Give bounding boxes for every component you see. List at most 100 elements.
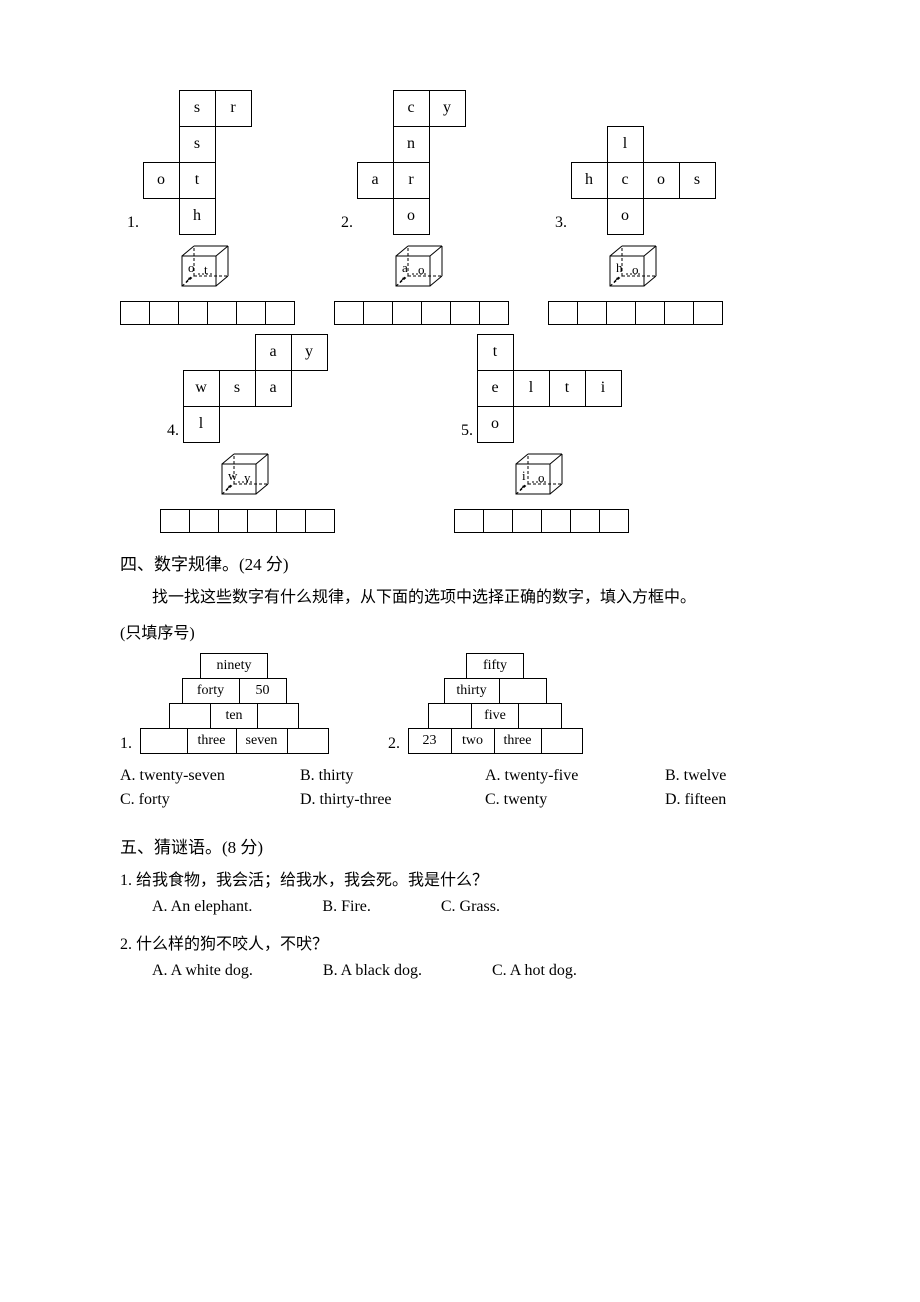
- answer-cell[interactable]: [236, 301, 266, 325]
- cross-cell[interactable]: y: [291, 334, 328, 371]
- answer-cell[interactable]: [606, 301, 636, 325]
- pyramid-cell[interactable]: [287, 728, 329, 754]
- pyr2-opt-d[interactable]: D. fifteen: [665, 791, 795, 809]
- answer-cell[interactable]: [276, 509, 306, 533]
- cross-cell[interactable]: r: [215, 90, 252, 127]
- answer-cell[interactable]: [483, 509, 513, 533]
- pyramid-cell[interactable]: [499, 678, 547, 704]
- cross-cell[interactable]: s: [679, 162, 716, 199]
- cross-cell[interactable]: t: [179, 162, 216, 199]
- cross-cell[interactable]: o: [477, 406, 514, 443]
- answer-row[interactable]: [454, 509, 628, 532]
- cross-cell[interactable]: o: [643, 162, 680, 199]
- pyramid-cell[interactable]: five: [471, 703, 519, 729]
- pyramid-cell[interactable]: ten: [210, 703, 258, 729]
- cross-cell[interactable]: o: [143, 162, 180, 199]
- pyr1-opt-b[interactable]: B. thirty: [300, 767, 430, 785]
- answer-row[interactable]: [334, 301, 508, 324]
- pyramid-cell[interactable]: [169, 703, 211, 729]
- cross-cell[interactable]: n: [393, 126, 430, 163]
- cross-cell[interactable]: o: [393, 198, 430, 235]
- cross-cell[interactable]: s: [179, 90, 216, 127]
- cross-cell[interactable]: w: [183, 370, 220, 407]
- answer-cell[interactable]: [247, 509, 277, 533]
- cross-cell[interactable]: a: [357, 162, 394, 199]
- answer-cell[interactable]: [392, 301, 422, 325]
- cross-cell[interactable]: c: [393, 90, 430, 127]
- cross-cell[interactable]: h: [571, 162, 608, 199]
- answer-cell[interactable]: [120, 301, 150, 325]
- cross-cell[interactable]: l: [183, 406, 220, 443]
- pyr1-opt-a[interactable]: A. twenty-seven: [120, 767, 250, 785]
- pyramid-cell[interactable]: thirty: [444, 678, 500, 704]
- answer-cell[interactable]: [160, 509, 190, 533]
- answer-cell[interactable]: [305, 509, 335, 533]
- answer-cell[interactable]: [218, 509, 248, 533]
- cross-cell[interactable]: h: [179, 198, 216, 235]
- q1-opt-a[interactable]: A. An elephant.: [152, 898, 252, 916]
- answer-cell[interactable]: [635, 301, 665, 325]
- answer-cell[interactable]: [207, 301, 237, 325]
- pyramid-cell[interactable]: [518, 703, 562, 729]
- pyr2-opt-a[interactable]: A. twenty-five: [485, 767, 615, 785]
- cross-cell[interactable]: a: [255, 370, 292, 407]
- answer-cell[interactable]: [479, 301, 509, 325]
- answer-cell[interactable]: [599, 509, 629, 533]
- q1-opt-c[interactable]: C. Grass.: [441, 898, 500, 916]
- cross-cell[interactable]: y: [429, 90, 466, 127]
- q2-opt-a[interactable]: A. A white dog.: [152, 962, 253, 980]
- pyramid-cell[interactable]: ninety: [200, 653, 268, 679]
- cross-cell[interactable]: s: [219, 370, 256, 407]
- answer-cell[interactable]: [421, 301, 451, 325]
- pyramid-cell[interactable]: three: [494, 728, 542, 754]
- answer-row[interactable]: [548, 301, 722, 324]
- pyramid-cell[interactable]: [140, 728, 188, 754]
- answer-cell[interactable]: [577, 301, 607, 325]
- answer-cell[interactable]: [149, 301, 179, 325]
- cross-cell[interactable]: c: [607, 162, 644, 199]
- pyramid-cell[interactable]: [428, 703, 472, 729]
- pyramid-cell[interactable]: 23: [408, 728, 452, 754]
- cross-cell[interactable]: i: [585, 370, 622, 407]
- answer-cell[interactable]: [178, 301, 208, 325]
- q1-opt-b[interactable]: B. Fire.: [322, 898, 370, 916]
- pyramid-cell[interactable]: two: [451, 728, 495, 754]
- pyramid-cell[interactable]: [541, 728, 583, 754]
- cross-cell[interactable]: l: [607, 126, 644, 163]
- answer-cell[interactable]: [548, 301, 578, 325]
- pyramid-cell[interactable]: seven: [236, 728, 288, 754]
- cross-cell[interactable]: e: [477, 370, 514, 407]
- cross-cell[interactable]: a: [255, 334, 292, 371]
- q2-opt-c[interactable]: C. A hot dog.: [492, 962, 577, 980]
- cross-cell[interactable]: s: [179, 126, 216, 163]
- answer-cell[interactable]: [693, 301, 723, 325]
- pyramid-cell[interactable]: three: [187, 728, 237, 754]
- answer-cell[interactable]: [334, 301, 364, 325]
- answer-cell[interactable]: [454, 509, 484, 533]
- pyramid-cell[interactable]: 50: [239, 678, 287, 704]
- cross-cell[interactable]: r: [393, 162, 430, 199]
- answer-cell[interactable]: [664, 301, 694, 325]
- q2-opt-b[interactable]: B. A black dog.: [323, 962, 422, 980]
- cross-cell[interactable]: t: [549, 370, 586, 407]
- answer-row[interactable]: [120, 301, 294, 324]
- pyramid-cell[interactable]: [257, 703, 299, 729]
- answer-row[interactable]: [160, 509, 334, 532]
- answer-cell[interactable]: [265, 301, 295, 325]
- answer-cell[interactable]: [512, 509, 542, 533]
- answer-cell[interactable]: [570, 509, 600, 533]
- answer-cell[interactable]: [363, 301, 393, 325]
- cross-cell[interactable]: o: [607, 198, 644, 235]
- answer-cell[interactable]: [189, 509, 219, 533]
- pyramid-row: fifty: [467, 653, 524, 678]
- cross-cell[interactable]: l: [513, 370, 550, 407]
- pyr1-opt-c[interactable]: C. forty: [120, 791, 250, 809]
- pyramid-cell[interactable]: fifty: [466, 653, 524, 679]
- answer-cell[interactable]: [450, 301, 480, 325]
- pyramid-cell[interactable]: forty: [182, 678, 240, 704]
- cross-cell[interactable]: t: [477, 334, 514, 371]
- pyr2-opt-c[interactable]: C. twenty: [485, 791, 615, 809]
- pyr2-opt-b[interactable]: B. twelve: [665, 767, 795, 785]
- answer-cell[interactable]: [541, 509, 571, 533]
- pyr1-opt-d[interactable]: D. thirty-three: [300, 791, 430, 809]
